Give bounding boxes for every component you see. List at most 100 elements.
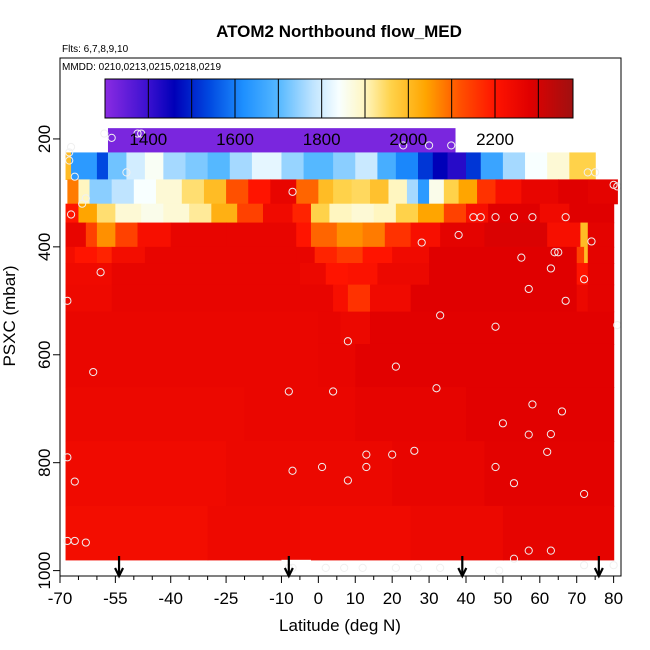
- heatmap-cell: [318, 311, 342, 345]
- heatmap-cell: [410, 222, 441, 248]
- heatmap-cell: [388, 179, 408, 205]
- heatmap-cell: [310, 203, 331, 224]
- observation-point: [517, 253, 526, 262]
- heatmap-cell: [325, 263, 349, 286]
- heatmap-cell: [89, 179, 113, 205]
- heatmap-cell: [395, 152, 419, 181]
- down-arrow-head: [283, 567, 294, 579]
- heatmap-cell: [318, 179, 334, 205]
- heatmap-cell: [336, 246, 364, 264]
- heatmap-cell: [78, 203, 98, 224]
- heatmap-cell: [115, 203, 142, 224]
- observation-point: [70, 477, 79, 486]
- observation-point: [96, 268, 105, 277]
- x-tick-label: 50: [493, 589, 512, 608]
- observation-point: [550, 248, 559, 257]
- observation-point: [329, 387, 338, 396]
- observation-point: [78, 199, 87, 208]
- heatmap-cell: [115, 222, 139, 248]
- observation-point: [524, 430, 533, 439]
- heatmap-cell: [333, 284, 349, 313]
- observation-point: [498, 419, 507, 428]
- observation-point: [100, 129, 109, 138]
- heatmap-cell: [477, 179, 497, 205]
- x-tick-label: 40: [457, 589, 476, 608]
- heatmap-cell: [392, 246, 430, 264]
- heatmap-cell: [465, 203, 489, 224]
- heatmap-cell: [373, 203, 397, 224]
- heatmap-cell: [314, 246, 338, 264]
- heatmap-cell: [163, 152, 187, 181]
- heatmap-cell: [141, 203, 164, 224]
- x-tick-label: 30: [420, 589, 439, 608]
- heatmap-cell: [418, 152, 434, 181]
- observation-point: [107, 133, 116, 142]
- y-tick-label: 800: [35, 449, 54, 477]
- heatmap-cell: [96, 222, 116, 248]
- colorbar: 1400 1600 1800 2000 2200: [104, 78, 574, 149]
- heatmap-cell: [584, 246, 589, 264]
- heatmap-cell: [296, 222, 312, 248]
- heatmap-cell: [144, 152, 164, 181]
- observation-point: [579, 561, 589, 570]
- observation-point: [81, 538, 90, 547]
- x-tick-label: 20: [383, 589, 402, 608]
- x-tick-label: -25: [214, 589, 239, 608]
- heatmap-cell: [458, 179, 478, 205]
- down-arrow: [457, 556, 468, 579]
- heatmap-cell: [521, 179, 559, 205]
- heatmap-cell: [370, 284, 412, 313]
- observation-point: [528, 400, 537, 409]
- observation-point: [343, 337, 352, 346]
- heatmap-cell: [226, 441, 319, 507]
- observation-point: [399, 141, 408, 150]
- colorbar-tick-label: 1800: [303, 130, 341, 149]
- observation-points: [63, 129, 622, 575]
- heatmap-cell: [587, 203, 615, 224]
- down-arrow: [114, 556, 125, 579]
- heatmap-cell: [480, 152, 504, 181]
- heatmap-cell: [296, 246, 316, 264]
- observation-point: [63, 453, 72, 462]
- heatmap-cell: [226, 179, 249, 205]
- heatmap-cell: [432, 152, 449, 181]
- heatmap-cell: [418, 179, 430, 205]
- observation-point: [591, 168, 600, 177]
- heatmap-cell: [576, 246, 585, 264]
- heatmap-cell: [347, 263, 379, 286]
- colorbar-tick-label: 2000: [389, 130, 427, 149]
- observation-point: [81, 194, 90, 203]
- plot-frame: [59, 57, 622, 577]
- heatmap-cell: [377, 152, 397, 181]
- chart-title: ATOM2 Northbound flow_MED: [216, 22, 462, 41]
- heatmap-cell: [111, 263, 301, 286]
- observation-point: [524, 284, 533, 294]
- heatmap-cell: [377, 263, 430, 286]
- heatmap-cell: [576, 284, 589, 313]
- y-tick-label: 200: [35, 125, 54, 153]
- observation-point: [613, 320, 622, 330]
- observation-point: [66, 210, 76, 219]
- down-arrow-head: [593, 567, 604, 579]
- heatmap-cell: [111, 179, 135, 205]
- observation-point: [65, 156, 74, 165]
- down-arrow-head: [114, 567, 125, 579]
- heatmap-cell: [362, 222, 386, 248]
- x-tick-label: -10: [269, 589, 294, 608]
- y-tick-label: 1000: [35, 552, 54, 590]
- heatmap-cell: [170, 222, 227, 248]
- x-tick-label: -70: [48, 589, 73, 608]
- heatmap-cell: [107, 128, 456, 154]
- observation-point: [65, 148, 74, 157]
- observation-point: [343, 476, 352, 485]
- flight-arrows: [114, 556, 604, 579]
- heatmap-cell: [502, 505, 615, 561]
- heatmap-cell: [237, 203, 264, 224]
- heatmap-cell: [569, 203, 589, 224]
- heatmap-cell: [355, 387, 467, 442]
- observation-point: [491, 322, 500, 331]
- heatmap-cell: [71, 152, 98, 181]
- y-tick-label: 400: [35, 233, 54, 261]
- heatmap-cell: [410, 505, 504, 561]
- heatmap-cell: [525, 152, 548, 181]
